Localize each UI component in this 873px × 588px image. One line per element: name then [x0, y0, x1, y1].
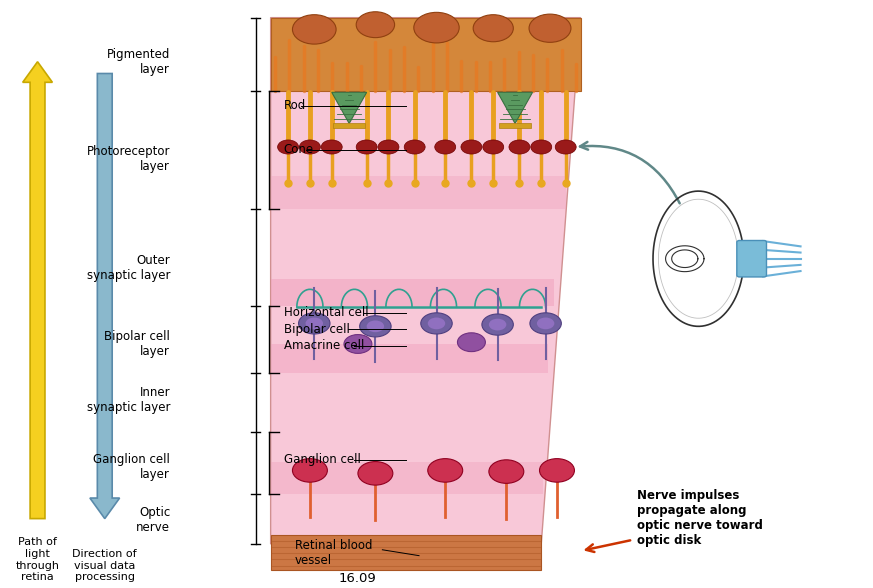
FancyArrow shape: [90, 74, 120, 519]
Circle shape: [509, 140, 530, 154]
Circle shape: [537, 318, 554, 329]
Circle shape: [482, 314, 513, 335]
Text: Ganglion cell: Ganglion cell: [284, 453, 361, 466]
Text: Bipolar cell: Bipolar cell: [284, 323, 349, 336]
Polygon shape: [498, 92, 533, 123]
Circle shape: [278, 140, 299, 154]
Circle shape: [414, 12, 459, 43]
Circle shape: [457, 333, 485, 352]
FancyBboxPatch shape: [737, 240, 766, 277]
Polygon shape: [271, 176, 566, 209]
Circle shape: [489, 319, 506, 330]
Circle shape: [555, 140, 576, 154]
Circle shape: [529, 14, 571, 42]
Circle shape: [360, 316, 391, 337]
Polygon shape: [333, 123, 365, 128]
Circle shape: [344, 335, 372, 353]
Circle shape: [461, 140, 482, 154]
Circle shape: [404, 140, 425, 154]
Text: Optic
nerve: Optic nerve: [136, 506, 170, 534]
Circle shape: [306, 318, 323, 329]
Circle shape: [356, 12, 395, 38]
Circle shape: [473, 15, 513, 42]
Text: Rod: Rod: [284, 99, 306, 112]
Circle shape: [292, 15, 336, 44]
Text: Pigmented
layer: Pigmented layer: [107, 48, 170, 76]
Text: Retinal blood
vessel: Retinal blood vessel: [295, 539, 373, 567]
Circle shape: [483, 140, 504, 154]
Circle shape: [299, 313, 330, 334]
Text: Direction of
visual data
processing: Direction of visual data processing: [72, 549, 137, 582]
Circle shape: [530, 313, 561, 334]
Polygon shape: [271, 279, 554, 306]
Text: Amacrine cell: Amacrine cell: [284, 339, 364, 352]
Circle shape: [428, 459, 463, 482]
Polygon shape: [271, 462, 543, 494]
Text: Bipolar cell
layer: Bipolar cell layer: [105, 330, 170, 358]
Circle shape: [531, 140, 552, 154]
Text: Horizontal cell: Horizontal cell: [284, 306, 368, 319]
Circle shape: [378, 140, 399, 154]
Polygon shape: [332, 92, 367, 123]
Text: Outer
synaptic layer: Outer synaptic layer: [86, 253, 170, 282]
Polygon shape: [271, 18, 581, 91]
Text: 16.09: 16.09: [339, 572, 377, 585]
Polygon shape: [499, 123, 531, 128]
Circle shape: [421, 313, 452, 334]
Text: Inner
synaptic layer: Inner synaptic layer: [86, 386, 170, 414]
Circle shape: [292, 459, 327, 482]
Text: Path of
light
through
retina: Path of light through retina: [16, 537, 59, 582]
Text: Ganglion cell
layer: Ganglion cell layer: [93, 453, 170, 482]
Polygon shape: [271, 18, 581, 544]
Text: Photoreceptor
layer: Photoreceptor layer: [86, 145, 170, 173]
Circle shape: [358, 462, 393, 485]
Circle shape: [540, 459, 574, 482]
Polygon shape: [271, 344, 548, 373]
Circle shape: [356, 140, 377, 154]
Circle shape: [435, 140, 456, 154]
Circle shape: [489, 460, 524, 483]
Circle shape: [428, 318, 445, 329]
Polygon shape: [271, 535, 541, 570]
Text: Nerve impulses
propagate along
optic nerve toward
optic disk: Nerve impulses propagate along optic ner…: [637, 489, 763, 547]
Circle shape: [367, 320, 384, 332]
FancyArrow shape: [23, 62, 52, 519]
Circle shape: [321, 140, 342, 154]
Text: Cone: Cone: [284, 143, 314, 156]
Circle shape: [299, 140, 320, 154]
